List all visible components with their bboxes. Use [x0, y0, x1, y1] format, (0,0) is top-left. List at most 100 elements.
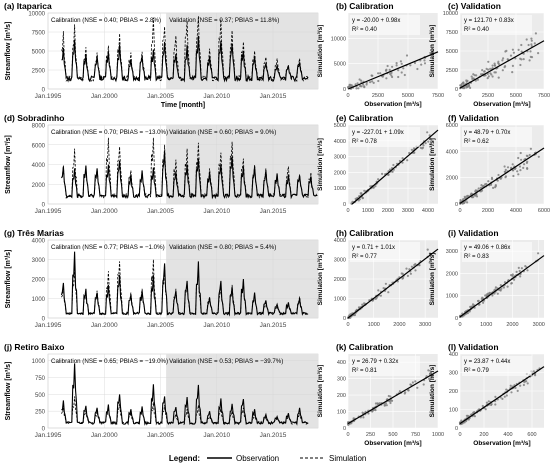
- scatter-point: [528, 153, 531, 157]
- scatter-point: [486, 77, 489, 80]
- y-tick-label: 2000: [334, 170, 346, 176]
- scatter-point: [487, 60, 490, 63]
- scatter-point: [516, 170, 519, 173]
- y-tick-label: 7500: [446, 30, 458, 36]
- scatter-point: [429, 258, 432, 261]
- calibration-label: Calibration (NSE = 0.70; PBIAS = −13.0%): [51, 129, 168, 136]
- scatter-point: [395, 64, 398, 67]
- y-tick-label: 750: [35, 376, 46, 382]
- y-axis-label: Streamflow [m³/s]: [5, 135, 12, 194]
- y-tick-label: 100: [337, 410, 346, 416]
- scatter-point: [491, 75, 494, 78]
- scatter-point: [471, 303, 475, 306]
- scatter-point: [520, 158, 523, 161]
- scatter-point: [365, 83, 368, 86]
- scatter-point: [405, 267, 408, 270]
- scatter-point: [351, 200, 354, 203]
- scatter-point: [481, 404, 484, 408]
- scatter-point: [379, 294, 382, 297]
- x-tick-label: Jan.2015: [260, 432, 287, 439]
- regression-line: [351, 129, 439, 205]
- regression-line: [459, 366, 545, 425]
- scatter-point: [484, 294, 487, 297]
- equation-box: [462, 356, 532, 376]
- x-tick-label: 2000: [482, 208, 494, 214]
- x-axis-label: Observation [m³/s]: [364, 440, 421, 447]
- panel-title-1: (b) Calibration: [336, 1, 394, 11]
- scatter-point: [530, 43, 533, 46]
- scatter-point: [504, 65, 507, 68]
- x-tick-label: 5000: [510, 93, 522, 99]
- scatter-point: [377, 72, 380, 75]
- scatter-point: [503, 165, 506, 168]
- y-tick-label: 100: [449, 408, 458, 414]
- scatter-point: [410, 265, 413, 268]
- simulation-line: [61, 15, 309, 83]
- scatter-point: [476, 78, 479, 81]
- scatter-point: [424, 142, 427, 145]
- scatter-point: [509, 54, 513, 57]
- scatter-point: [358, 78, 361, 81]
- scatter-point: [408, 268, 411, 271]
- y-tick-label: 500: [35, 393, 46, 399]
- y-tick-label: 2000: [446, 271, 458, 277]
- scatter-point: [429, 143, 432, 146]
- scatter-point: [522, 166, 525, 169]
- scatter-point: [422, 383, 425, 386]
- scatter-point: [400, 71, 403, 74]
- y-tick-label: 10000: [443, 11, 458, 17]
- scatter-point: [524, 380, 527, 383]
- scatter-point: [485, 401, 488, 404]
- regression-line: [348, 51, 439, 90]
- scatter-point: [347, 86, 350, 89]
- panel-title-0: (a) Itaparica: [4, 1, 52, 11]
- scatter-point: [377, 289, 380, 292]
- legend-simulation-label: Simulation: [329, 454, 366, 463]
- scatter-point: [496, 292, 499, 295]
- scatter-point: [395, 62, 398, 65]
- equation-box: [350, 242, 420, 262]
- r-squared: R² = 0.81: [352, 368, 378, 374]
- y-tick-label: 8000: [32, 124, 46, 130]
- scatter-point: [524, 265, 527, 268]
- scatter-point: [467, 84, 471, 87]
- legend: Legend: Observation Simulation: [169, 454, 366, 463]
- scatter-point: [526, 382, 529, 385]
- scatter-point: [526, 167, 529, 170]
- x-tick-label: 2500: [372, 93, 384, 99]
- validation-label: Validation (NSE = 0.53; PBIAS = −39.7%): [169, 358, 283, 365]
- scatter-point: [505, 388, 508, 391]
- scatter-point: [414, 380, 417, 383]
- scatter-point: [496, 179, 499, 182]
- scatter-point: [494, 403, 497, 406]
- scatter-point: [462, 82, 465, 85]
- scatter-point: [527, 43, 530, 47]
- scatter-point: [518, 165, 522, 168]
- x-tick-label: Jan.1995: [35, 322, 62, 329]
- x-tick-label: Jan.2010: [203, 93, 230, 100]
- x-tick-label: 3000: [419, 322, 431, 328]
- r-squared: R² = 0.40: [464, 27, 490, 33]
- x-tick-label: 7500: [538, 93, 550, 99]
- scatter-point: [403, 73, 406, 77]
- y-tick-label: 1000: [32, 359, 46, 365]
- scatter-point: [360, 85, 363, 88]
- scatter-point: [430, 138, 433, 141]
- scatter-point: [387, 291, 390, 294]
- scatter-point: [526, 269, 529, 272]
- scatter-point: [375, 296, 378, 299]
- scatter-point: [428, 261, 431, 264]
- scatter-point: [476, 299, 480, 303]
- scatter-point: [486, 292, 489, 295]
- scatter-point: [418, 264, 421, 267]
- scatter-point: [487, 75, 490, 78]
- scatter-point: [382, 287, 385, 290]
- x-axis-label: Observation [m³/s]: [473, 101, 530, 108]
- y-axis-label: Simulation [m³/s]: [429, 25, 436, 78]
- scatter-point: [511, 48, 514, 51]
- x-tick-label: 3000: [533, 322, 545, 328]
- scatter-point: [409, 383, 412, 386]
- scatter-point: [489, 67, 492, 70]
- x-tick-label: Jan.2000: [91, 322, 118, 329]
- scatter-point: [491, 178, 494, 181]
